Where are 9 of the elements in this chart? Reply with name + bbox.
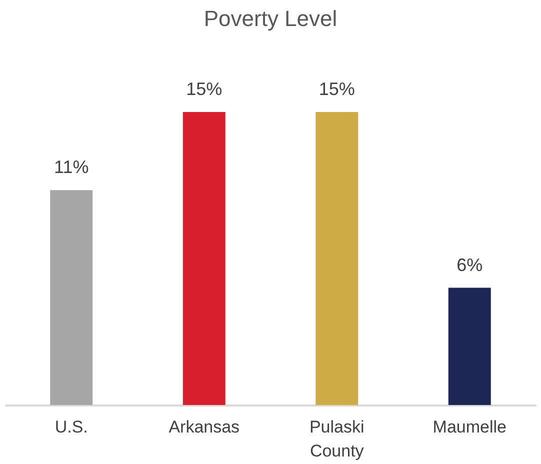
x-tick-label: Maumelle (432, 418, 506, 436)
x-tick-label: U.S. (54, 418, 88, 436)
data-label: 6% (456, 254, 483, 275)
data-label: 15% (186, 79, 222, 99)
x-tick-label: Arkansas (168, 418, 240, 436)
chart-title: Poverty Level (204, 6, 338, 31)
data-label: 11% (54, 157, 89, 178)
data-label: 15% (318, 79, 355, 99)
x-tick-label: Pulaski County (309, 418, 364, 460)
